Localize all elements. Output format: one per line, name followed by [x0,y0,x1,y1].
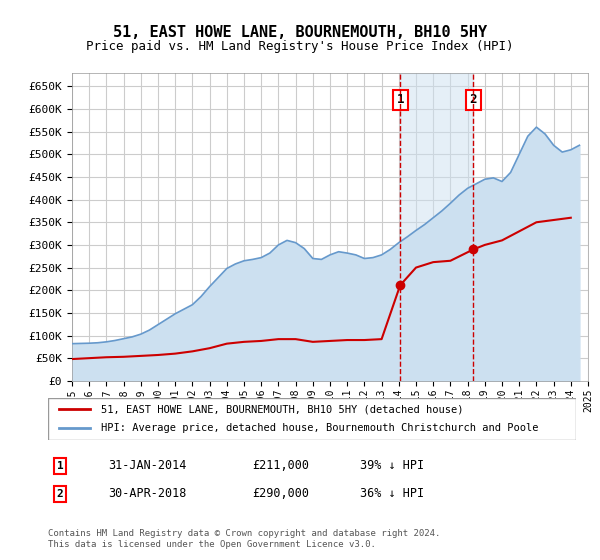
Text: 30-APR-2018: 30-APR-2018 [108,487,187,501]
Text: 2: 2 [56,489,64,499]
Text: 1: 1 [56,461,64,471]
Bar [400,73,473,381]
Text: Price paid vs. HM Land Registry's House Price Index (HPI): Price paid vs. HM Land Registry's House … [86,40,514,53]
Text: 31-JAN-2014: 31-JAN-2014 [108,459,187,473]
Text: £211,000: £211,000 [252,459,309,473]
Text: Contains HM Land Registry data © Crown copyright and database right 2024.
This d: Contains HM Land Registry data © Crown c… [48,529,440,549]
Text: HPI: Average price, detached house, Bournemouth Christchurch and Poole: HPI: Average price, detached house, Bour… [101,423,538,433]
Text: 36% ↓ HPI: 36% ↓ HPI [360,487,424,501]
Text: 51, EAST HOWE LANE, BOURNEMOUTH, BH10 5HY (detached house): 51, EAST HOWE LANE, BOURNEMOUTH, BH10 5H… [101,404,463,414]
Text: 1: 1 [397,94,404,106]
Text: £290,000: £290,000 [252,487,309,501]
FancyBboxPatch shape [48,398,576,440]
Text: 2: 2 [470,94,477,106]
Text: 39% ↓ HPI: 39% ↓ HPI [360,459,424,473]
Text: 51, EAST HOWE LANE, BOURNEMOUTH, BH10 5HY: 51, EAST HOWE LANE, BOURNEMOUTH, BH10 5H… [113,25,487,40]
